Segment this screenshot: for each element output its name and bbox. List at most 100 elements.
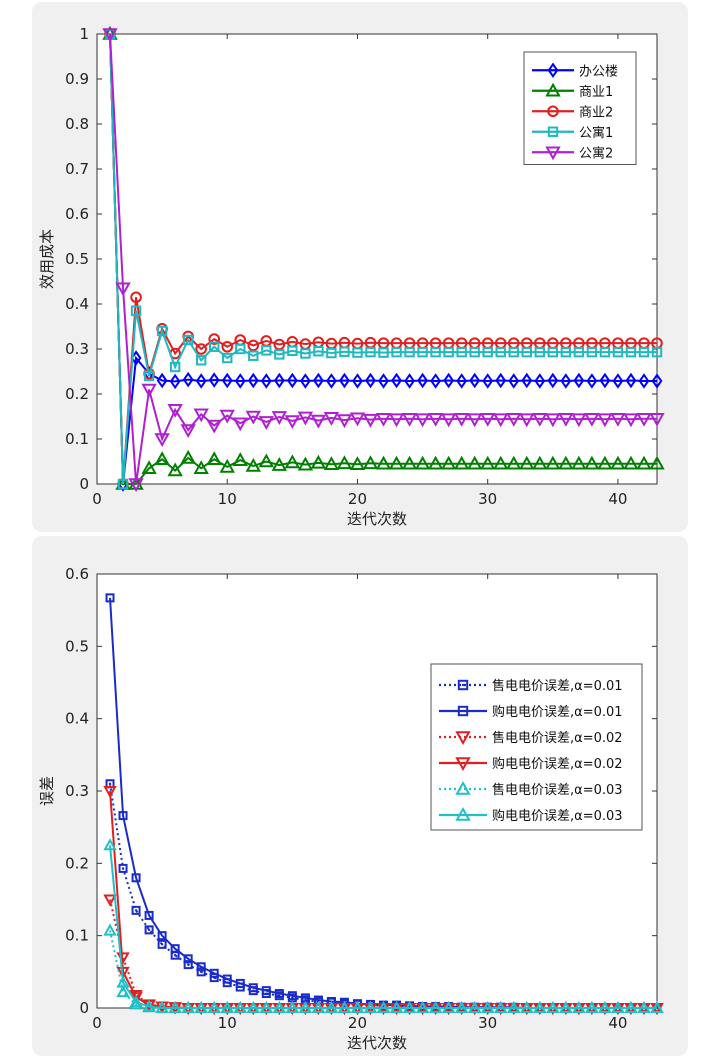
- data-point: [453, 412, 470, 427]
- data-point: [299, 373, 311, 389]
- legend-item: 购电电价误差,α=0.03: [439, 806, 623, 824]
- data-point: [494, 1000, 508, 1013]
- data-point: [208, 333, 221, 345]
- data-point: [493, 413, 509, 428]
- data-point: [650, 1000, 664, 1013]
- data-point: [610, 455, 626, 470]
- y-tick-label: 0.8: [65, 115, 89, 133]
- data-point: [480, 1000, 495, 1013]
- legend-item: 购电电价误差,α=0.02: [439, 756, 623, 772]
- y-tick-label: 0.2: [65, 385, 89, 403]
- data-point: [246, 1000, 260, 1013]
- y-tick-label: 0.3: [65, 340, 89, 358]
- data-point: [311, 1000, 326, 1013]
- data-point: [534, 346, 545, 358]
- data-point: [545, 413, 561, 428]
- data-point: [495, 372, 507, 389]
- data-point: [495, 346, 506, 358]
- legend-label: 购电电价误差,α=0.03: [492, 808, 623, 824]
- y-tick-label: 0.2: [65, 854, 89, 872]
- legend-label: 商业2: [579, 105, 613, 120]
- x-tick-label: 20: [348, 490, 367, 508]
- data-point: [560, 373, 572, 389]
- data-point: [272, 1000, 287, 1013]
- legend-item: 公寓1: [532, 125, 613, 141]
- data-point: [195, 355, 207, 366]
- data-point: [324, 1000, 339, 1013]
- data-point: [376, 1000, 391, 1013]
- data-point: [232, 452, 248, 466]
- data-point: [428, 1000, 443, 1013]
- data-point: [131, 905, 141, 915]
- x-tick-label: 40: [608, 490, 627, 508]
- data-point-dot: [121, 867, 125, 870]
- data-point: [586, 373, 598, 389]
- data-point: [625, 346, 637, 358]
- data-point: [610, 412, 626, 427]
- data-point: [649, 455, 665, 470]
- data-point: [375, 455, 392, 470]
- data-point: [623, 455, 639, 470]
- data-point: [427, 412, 444, 427]
- legend-item: 公寓2: [532, 145, 613, 161]
- data-point: [154, 451, 170, 466]
- y-tick-label: 0: [79, 999, 89, 1017]
- legend-marker: [457, 679, 469, 691]
- data-point: [508, 346, 519, 358]
- data-point: [362, 455, 379, 470]
- series-4: [104, 28, 663, 490]
- data-point: [572, 1000, 586, 1013]
- data-point: [219, 458, 235, 473]
- legend: 售电电价误差,α=0.01 购电电价误差,α=0.01 售电电价误差,α=0.02 购…: [430, 663, 643, 831]
- series-line: [109, 845, 657, 1009]
- legend-marker: [547, 105, 559, 118]
- data-point: [415, 1000, 430, 1013]
- legend-label: 公寓1: [579, 125, 613, 141]
- data-point: [235, 343, 246, 355]
- data-point: [558, 412, 574, 427]
- data-point: [571, 455, 587, 470]
- data-point: [105, 593, 115, 603]
- data-point: [532, 412, 548, 427]
- y-tick-label: 0.1: [65, 927, 89, 945]
- data-point: [586, 346, 598, 358]
- series-line: [109, 33, 657, 485]
- series-line: [109, 33, 657, 485]
- data-point: [336, 414, 353, 429]
- data-point: [130, 305, 142, 316]
- data-point: [482, 373, 494, 389]
- data-point: [417, 372, 429, 389]
- data-point: [326, 347, 337, 359]
- data-point: [129, 989, 143, 1003]
- data-point: [456, 373, 468, 389]
- data-point: [170, 944, 180, 954]
- data-point: [443, 372, 455, 389]
- data-point: [180, 424, 196, 439]
- data-point: [466, 413, 483, 428]
- data-point: [388, 413, 405, 428]
- x-tick-label: 0: [92, 1014, 102, 1032]
- data-point: [404, 346, 415, 358]
- data-point: [339, 997, 349, 1007]
- data-point: [623, 413, 639, 428]
- legend-marker: [455, 731, 471, 746]
- data-point: [206, 419, 222, 434]
- data-point: [116, 985, 130, 998]
- data-point: [142, 999, 156, 1012]
- x-tick-label: 30: [478, 1014, 497, 1032]
- legend-item: 购电电价误差,α=0.01: [439, 704, 623, 720]
- data-point: [141, 383, 157, 398]
- legend-label: 购电电价误差,α=0.02: [492, 756, 623, 772]
- data-point: [337, 1000, 352, 1013]
- data-point: [585, 1000, 599, 1013]
- data-point: [287, 345, 298, 357]
- data-point: [274, 989, 284, 999]
- data-point: [547, 346, 559, 358]
- legend-marker: [545, 146, 561, 161]
- data-point: [196, 962, 206, 972]
- legend-label: 售电电价误差,α=0.01: [492, 678, 623, 694]
- data-point: [102, 28, 118, 43]
- data-point: [378, 373, 389, 389]
- data-point: [532, 455, 548, 470]
- data-point: [206, 451, 222, 466]
